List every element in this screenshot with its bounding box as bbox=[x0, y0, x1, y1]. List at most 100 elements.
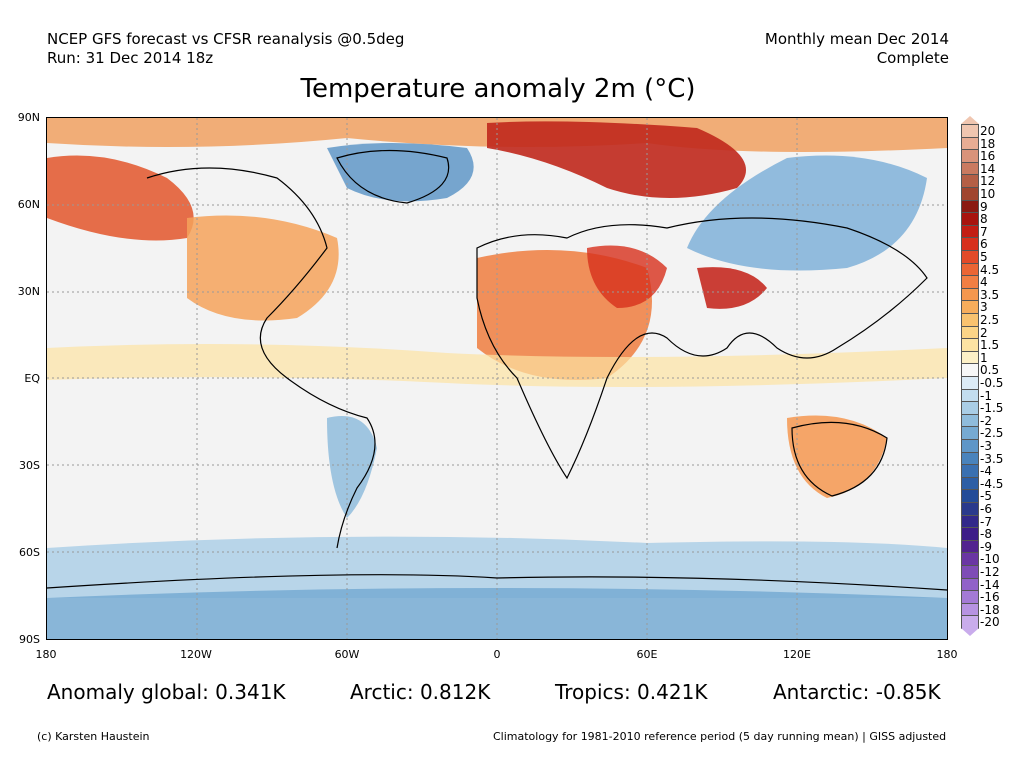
colorbar-label: 9 bbox=[980, 199, 988, 214]
colorbar-label: -3 bbox=[980, 439, 992, 453]
colorbar-label: 1.5 bbox=[980, 338, 1000, 353]
tibet-hot-anomaly bbox=[697, 267, 767, 309]
colorbar-label: 10 bbox=[980, 187, 996, 201]
colorbar-swatch bbox=[961, 262, 979, 277]
colorbar-swatch bbox=[961, 237, 979, 251]
colorbar-swatch bbox=[961, 161, 979, 176]
graticule bbox=[47, 118, 947, 639]
colorbar-label: -20 bbox=[980, 615, 1000, 630]
colorbar-swatch bbox=[961, 539, 979, 554]
lat-label-30n: 30N bbox=[17, 285, 40, 298]
colorbar-label: 1 bbox=[980, 350, 988, 365]
colorbar-swatch bbox=[961, 451, 979, 466]
colorbar-swatch bbox=[961, 212, 979, 226]
colorbar-swatch bbox=[961, 124, 979, 138]
colorbar-swatch bbox=[961, 426, 979, 440]
colorbar-label: -5 bbox=[980, 489, 992, 504]
colorbar-label: 2.5 bbox=[980, 313, 1000, 327]
colorbar-bottom-arrow bbox=[961, 628, 979, 636]
colorbar-label: 4 bbox=[980, 275, 988, 290]
colorbar-label: -0.5 bbox=[980, 376, 1004, 390]
colorbar-label: -2 bbox=[980, 413, 992, 428]
colorbar-label: -6 bbox=[980, 502, 992, 516]
lon-label-60w: 60W bbox=[334, 648, 360, 661]
colorbar-label: 3.5 bbox=[980, 287, 1000, 302]
colorbar-swatch bbox=[961, 439, 979, 453]
greenland-cold-anomaly bbox=[327, 143, 474, 202]
header-left: NCEP GFS forecast vs CFSR reanalysis @0.… bbox=[47, 30, 404, 68]
colorbar-label: 3 bbox=[980, 300, 988, 315]
colorbar-swatch bbox=[961, 350, 979, 365]
colorbar-label: -1.5 bbox=[980, 401, 1004, 416]
colorbar-swatch bbox=[961, 325, 979, 340]
colorbar-swatch bbox=[961, 615, 979, 629]
anomaly-map bbox=[46, 117, 948, 640]
colorbar-label: -1 bbox=[980, 388, 992, 403]
stat-antarctic: Antarctic: -0.85K bbox=[773, 680, 941, 704]
colorbar-swatch bbox=[961, 489, 979, 503]
colorbar-label: -18 bbox=[980, 602, 1000, 617]
colorbar-label: 16 bbox=[980, 149, 996, 164]
colorbar-swatch bbox=[961, 514, 979, 529]
status-label: Complete bbox=[876, 49, 949, 67]
model-description: NCEP GFS forecast vs CFSR reanalysis @0.… bbox=[47, 30, 405, 48]
colorbar-swatch bbox=[961, 388, 979, 403]
stat-arctic: Arctic: 0.812K bbox=[350, 680, 491, 704]
lon-label-180e: 180 bbox=[936, 648, 958, 661]
anomaly-map-canvas bbox=[47, 118, 947, 639]
colorbar-swatch bbox=[961, 577, 979, 592]
coastlines bbox=[47, 149, 947, 591]
central-asia-cold-anomaly bbox=[687, 155, 927, 271]
period-label: Monthly mean Dec 2014 bbox=[764, 30, 949, 48]
lon-label-120e: 120E bbox=[783, 648, 811, 661]
colorbar-swatch bbox=[961, 300, 979, 314]
colorbar-swatch bbox=[961, 275, 979, 289]
colorbar-swatch bbox=[961, 136, 979, 151]
colorbar-label: -9 bbox=[980, 539, 992, 554]
colorbar-label: -8 bbox=[980, 527, 992, 542]
colorbar-label: 8 bbox=[980, 212, 988, 227]
lat-label-eq: EQ bbox=[24, 372, 40, 385]
colorbar-label: -4.5 bbox=[980, 476, 1004, 491]
lat-label-30s: 30S bbox=[19, 459, 40, 472]
colorbar-label: -12 bbox=[980, 565, 1000, 579]
colorbar-swatch bbox=[961, 590, 979, 604]
colorbar-swatch bbox=[961, 401, 979, 415]
colorbar-swatch bbox=[961, 602, 979, 617]
colorbar-label: 20 bbox=[980, 124, 996, 138]
colorbar-label: -4 bbox=[980, 464, 992, 479]
stat-global: Anomaly global: 0.341K bbox=[47, 680, 286, 704]
map-title: Temperature anomaly 2m (°C) bbox=[300, 74, 696, 104]
colorbar-swatch bbox=[961, 565, 979, 579]
lat-label-90s: 90S bbox=[19, 633, 40, 646]
run-time: Run: 31 Dec 2014 18z bbox=[47, 49, 214, 67]
colorbar-label: 0.5 bbox=[980, 363, 1000, 378]
colorbar-swatch bbox=[961, 287, 979, 302]
australia-warm-anomaly bbox=[787, 415, 887, 498]
colorbar-label: -3.5 bbox=[980, 451, 1004, 466]
lat-label-90n: 90N bbox=[17, 111, 40, 124]
colorbar-label: 4.5 bbox=[980, 262, 1000, 277]
colorbar-swatch bbox=[961, 313, 979, 327]
colorbar-label: 12 bbox=[980, 174, 996, 189]
colorbar-swatch bbox=[961, 199, 979, 214]
colorbar-label: -14 bbox=[980, 577, 1000, 592]
lon-label-180w: 180 bbox=[35, 648, 57, 661]
colorbar-top-arrow bbox=[961, 116, 979, 124]
colorbar-swatch bbox=[961, 363, 979, 377]
climatology-note: Climatology for 1981-2010 reference peri… bbox=[493, 730, 947, 743]
colorbar-swatch bbox=[961, 527, 979, 541]
south-america-cold-anomaly bbox=[327, 416, 377, 518]
colorbar-label: 18 bbox=[980, 136, 996, 151]
colorbar-label: -10 bbox=[980, 552, 1000, 567]
colorbar-label: 7 bbox=[980, 224, 988, 239]
siberia-hot-anomaly bbox=[487, 121, 746, 198]
colorbar-swatch bbox=[961, 149, 979, 163]
colorbar-label: -7 bbox=[980, 514, 992, 529]
colorbar-swatch bbox=[961, 250, 979, 264]
colorbar-label: 5 bbox=[980, 250, 988, 264]
colorbar-swatch bbox=[961, 376, 979, 390]
colorbar-label: -16 bbox=[980, 590, 1000, 605]
tropical-warm-band bbox=[47, 344, 947, 387]
header-right: Monthly mean Dec 2014 Complete bbox=[765, 30, 949, 68]
